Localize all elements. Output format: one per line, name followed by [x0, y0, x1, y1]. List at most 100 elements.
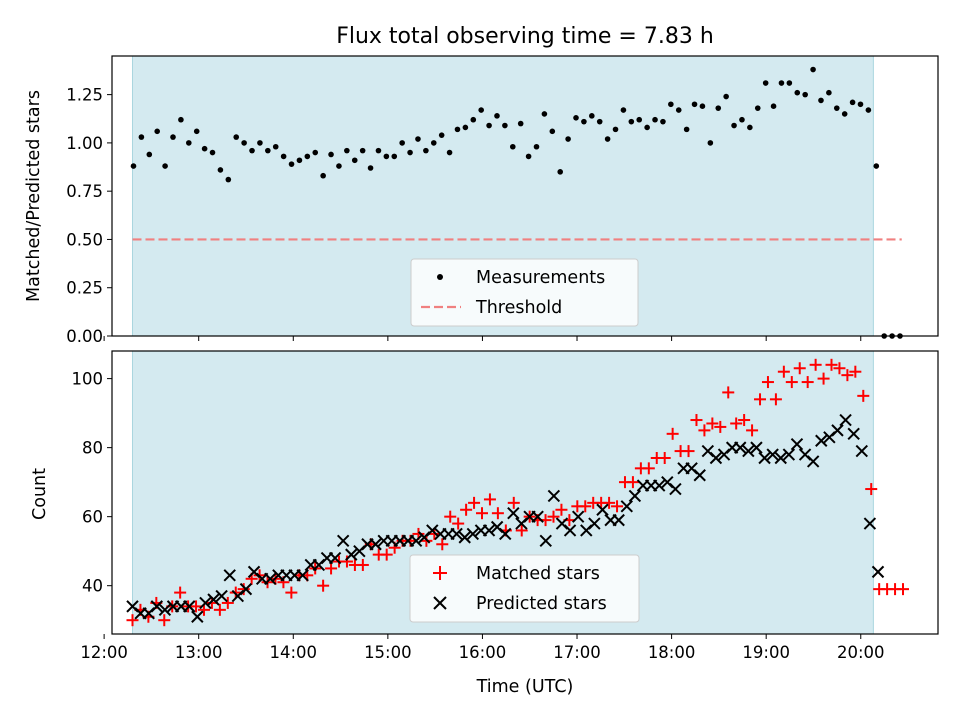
measurement-point [288, 161, 295, 167]
matched-star-marker [777, 365, 790, 378]
measurement-point [675, 107, 682, 113]
measurement-point [841, 111, 848, 117]
measurement-point [549, 128, 556, 135]
predicted-star-marker [499, 527, 512, 541]
matched-star-marker [340, 555, 353, 568]
matched-star-marker [190, 600, 203, 613]
matched-star-marker [666, 427, 679, 440]
measurement-point [494, 113, 500, 119]
matched-star-marker [491, 507, 504, 520]
measurement-point [280, 153, 287, 160]
measurement-point [739, 116, 745, 123]
measurement-point [541, 111, 548, 117]
bottom-legend: Matched stars Predicted stars [409, 554, 640, 623]
matched-star-marker [698, 424, 711, 437]
measurement-point [683, 126, 690, 133]
predicted-star-marker [458, 531, 471, 544]
predicted-star-marker [669, 482, 682, 496]
measurement-point [296, 157, 303, 164]
predicted-star-marker [815, 434, 828, 447]
measurement-point [312, 149, 319, 156]
predicted-star-marker [158, 603, 172, 617]
matched-star-marker [158, 614, 171, 627]
bottom-y-tick-label: 100 [72, 370, 104, 389]
measurement-point [723, 93, 729, 100]
matched-star-marker [801, 376, 814, 389]
measurement-point [423, 147, 429, 154]
matched-star-marker [706, 417, 719, 430]
top-legend: Measurements Threshold [410, 258, 639, 327]
predicted-star-marker [345, 548, 358, 561]
predicted-star-marker [223, 569, 236, 582]
matched-star-marker [197, 603, 210, 616]
predicted-star-marker [863, 517, 877, 530]
predicted-star-marker [264, 572, 277, 585]
matched-star-marker [452, 517, 465, 530]
matched-star-marker [444, 510, 457, 523]
matched-star-marker [468, 496, 481, 509]
measurement-point [581, 118, 587, 125]
measurement-point [478, 107, 484, 113]
measurement-point [265, 147, 271, 154]
predicted-star-marker [571, 510, 585, 523]
measurement-point [154, 128, 160, 135]
measurement-point [628, 118, 635, 125]
legend-predicted-label: Predicted stars [476, 594, 607, 614]
matched-star-marker [754, 393, 767, 406]
measurement-point [865, 107, 872, 113]
matched-star-marker [809, 358, 822, 371]
x-tick-label: 20:00 [837, 643, 885, 662]
legend-predicted-marker [433, 596, 447, 610]
matched-star-marker [738, 414, 751, 427]
measurement-point [486, 122, 492, 129]
predicted-star-marker [531, 510, 544, 523]
matched-star-marker [603, 496, 616, 509]
matched-star-marker [213, 603, 226, 616]
measurement-point [525, 153, 532, 160]
measurement-point [328, 151, 334, 158]
predicted-star-marker [207, 593, 220, 606]
matched-star-marker [611, 500, 624, 513]
measurement-point [257, 140, 263, 146]
matched-star-marker [483, 493, 496, 506]
measurement-point [604, 136, 611, 142]
predicted-star-marker [855, 444, 869, 458]
measurement-point [178, 116, 184, 123]
measurement-point [454, 126, 461, 133]
predicted-star-marker [336, 534, 350, 548]
predicted-star-marker [758, 451, 771, 465]
measurement-point [715, 105, 722, 111]
measurement-point [747, 124, 753, 131]
bottom-panel: 40 60 80 100 12:00 13:00 14:00 15:00 16:00 17:00… [30, 350, 939, 697]
matched-star-marker [317, 579, 330, 592]
legend-threshold-label: Threshold [475, 298, 562, 318]
measurement-point [849, 99, 856, 106]
predicted-star-marker [191, 610, 204, 623]
measurement-point [407, 149, 413, 156]
x-tick-label: 15:00 [364, 643, 412, 662]
measurement-point [336, 163, 342, 169]
matched-star-marker [761, 376, 774, 389]
measurement-point [620, 107, 627, 113]
predicted-star-marker [847, 427, 860, 441]
matched-star-marker [658, 451, 671, 464]
x-tick-label: 16:00 [459, 643, 507, 662]
measurement-point [762, 80, 769, 86]
bottom-axes-frame [111, 350, 939, 635]
measurement-point [794, 89, 801, 96]
measurement-point [731, 122, 737, 129]
measurement-point [770, 103, 777, 110]
matched-star-marker [436, 538, 449, 551]
measurement-point [209, 149, 216, 156]
legend-matched-marker [433, 566, 447, 580]
measurement-point [691, 101, 698, 108]
measurement-point [249, 147, 255, 154]
predicted-star-marker [507, 507, 520, 520]
predicted-star-marker [839, 413, 852, 427]
measurement-point [707, 140, 714, 146]
matched-star-marker [897, 583, 909, 596]
predicted-star-marker [426, 524, 439, 537]
top-y-tick-label: 0.25 [66, 279, 103, 298]
matched-star-marker [547, 510, 560, 523]
matched-star-marker [404, 534, 417, 547]
